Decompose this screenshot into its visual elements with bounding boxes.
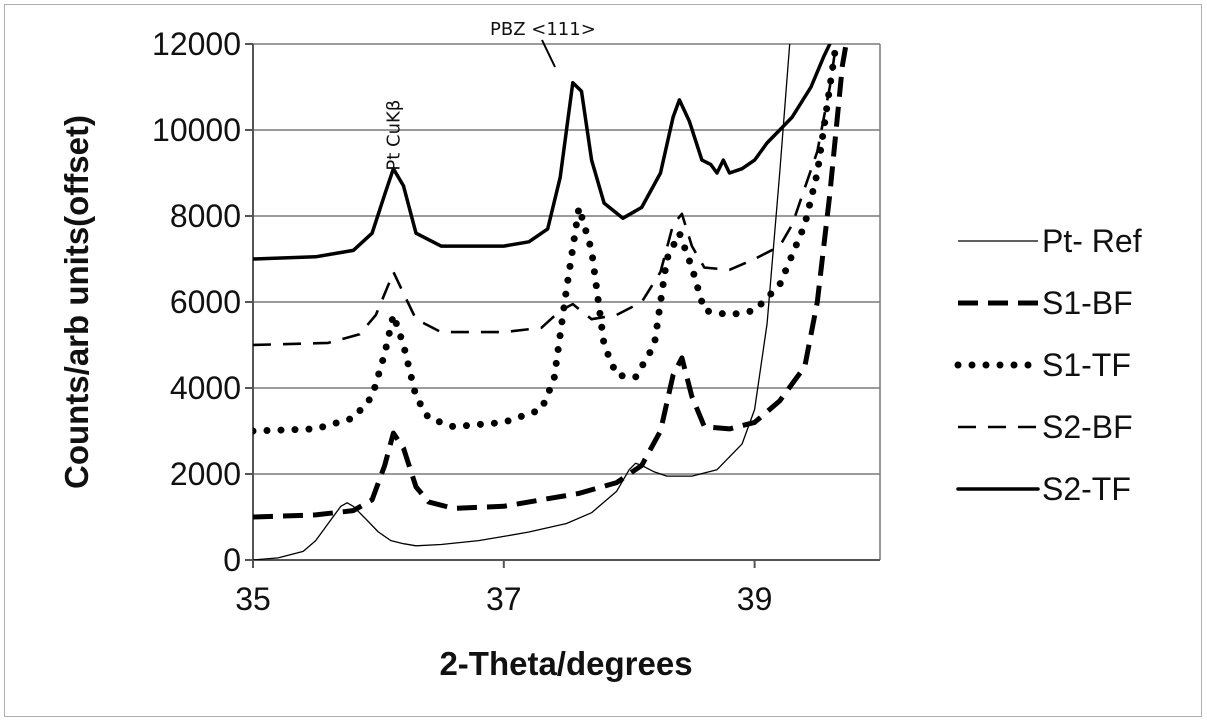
y-tick-label-5: 10000 (152, 112, 241, 148)
axes (245, 43, 880, 568)
legend: Pt- Ref S1-BF S1-TF S2-BF S2-TF (954, 223, 1142, 507)
annotation-pbz-111: PBZ <111> (490, 19, 596, 40)
legend-label-s1-tf: S1-TF (1042, 347, 1131, 383)
series-line-s1-bf (253, 44, 849, 520)
y-tick-label-1: 2000 (170, 456, 241, 492)
y-axis-title: Counts/arb units(offset) (58, 115, 95, 489)
y-tick-label-4: 8000 (170, 198, 241, 234)
series-group (253, 44, 849, 560)
series-line-pt-ref (253, 44, 791, 560)
x-tick-label-0: 35 (235, 581, 271, 617)
annotation-pt-cukb: Pt CuKβ (383, 100, 404, 171)
series-line-s2-tf (253, 44, 832, 261)
x-tick-label-1: 37 (486, 581, 522, 617)
x-axis-title: 2-Theta/degrees (439, 645, 692, 682)
legend-label-s2-bf: S2-BF (1042, 409, 1133, 445)
y-tick-label-6: 12000 (152, 26, 241, 62)
chart-frame (4, 4, 1202, 717)
legend-label-s2-tf: S2-TF (1042, 471, 1131, 507)
y-tick-label-0: 0 (223, 542, 241, 578)
legend-label-pt-ref: Pt- Ref (1042, 223, 1142, 259)
series-line-s2-bf (253, 44, 838, 347)
y-tick-label-3: 6000 (170, 284, 241, 320)
annotation-pbz-pointer (541, 39, 556, 68)
x-tick-label-2: 39 (737, 581, 773, 617)
series-line-s1-tf (253, 44, 840, 435)
legend-label-s1-bf: S1-BF (1042, 285, 1133, 321)
annotations: Pt CuKβ PBZ <111> (383, 19, 595, 171)
y-tick-label-2: 4000 (170, 370, 241, 406)
tick-labels: 0 2000 4000 6000 8000 10000 12000 35 37 39 (152, 26, 772, 617)
